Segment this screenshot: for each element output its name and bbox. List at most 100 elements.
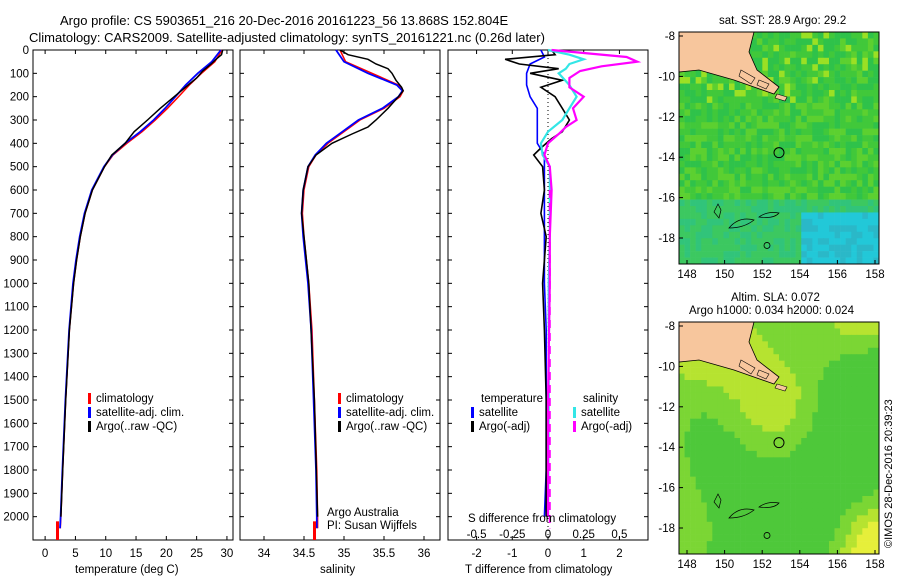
map-cell	[790, 135, 796, 142]
map-cell	[767, 148, 774, 155]
map-cell	[867, 399, 874, 407]
map-cell	[867, 199, 874, 207]
map-cell	[773, 44, 780, 52]
map-cell	[779, 102, 785, 110]
map-cell	[806, 328, 813, 336]
map-cell	[851, 418, 858, 426]
map-cell	[801, 489, 808, 497]
map-cell	[729, 425, 735, 432]
map-cell	[873, 502, 880, 510]
map-cell	[740, 257, 746, 265]
map-cell	[756, 354, 763, 361]
map-cell	[756, 251, 763, 258]
map-cell	[779, 32, 785, 39]
map-cell	[801, 444, 808, 452]
map-cell	[745, 418, 752, 426]
map-cell	[823, 328, 830, 336]
map-cell	[751, 44, 758, 52]
map-y-tick-label: -16	[658, 483, 675, 495]
map-cell	[790, 334, 796, 342]
map-cell	[773, 90, 780, 97]
map-cell	[851, 206, 858, 213]
map-cell	[801, 483, 808, 490]
map-cell	[867, 186, 874, 194]
map-cell	[762, 547, 769, 555]
map-cell	[690, 508, 696, 516]
depth-tick-label: 1500	[3, 395, 29, 407]
map-cell	[867, 496, 874, 503]
map-cell	[823, 431, 830, 439]
map-cell	[845, 199, 852, 207]
map-cell	[845, 102, 852, 110]
map-cell	[867, 206, 874, 213]
map-cell	[751, 334, 758, 342]
map-cell	[773, 225, 780, 233]
map-cell	[679, 534, 685, 542]
map-cell	[767, 508, 774, 516]
map-cell	[679, 541, 685, 548]
map-cell	[806, 367, 813, 374]
map-cell	[690, 251, 696, 258]
map-cell	[756, 193, 763, 200]
map-cell	[790, 405, 796, 413]
map-cell	[873, 457, 880, 465]
map-cell	[806, 122, 813, 129]
map-cell	[740, 476, 746, 484]
map-sla	[678, 321, 880, 555]
map-cell	[756, 135, 763, 142]
map-cell	[695, 457, 702, 465]
map-cell	[679, 244, 685, 252]
map-cell	[740, 251, 746, 258]
map-cell	[717, 463, 724, 471]
map-cell	[762, 225, 769, 233]
map-cell	[684, 173, 691, 181]
map-cell	[867, 360, 874, 368]
map-cell	[706, 425, 713, 432]
map-cell	[823, 483, 830, 490]
diff-temp-legend-label: Argo(-adj)	[479, 421, 530, 433]
map-cell	[812, 425, 819, 432]
map-cell	[795, 354, 802, 361]
map-cell	[801, 438, 808, 445]
map-cell	[756, 470, 763, 477]
map-y-tick-label: -12	[658, 112, 675, 124]
map-cell	[829, 528, 835, 535]
map-cell	[756, 154, 763, 162]
map-cell	[862, 128, 869, 136]
map-cell	[773, 96, 780, 104]
map-cell	[695, 528, 702, 535]
map-cell	[679, 431, 685, 439]
map-cell	[723, 541, 730, 548]
map-x-tick-label: 150	[715, 559, 734, 571]
map-cell	[812, 257, 819, 265]
map-cell	[862, 347, 869, 355]
map-cell	[806, 347, 813, 355]
map-cell	[806, 225, 813, 233]
map-cell	[801, 528, 808, 535]
map-cell	[795, 154, 802, 162]
map-cell	[690, 521, 696, 529]
map-cell	[740, 225, 746, 233]
map-cell	[851, 328, 858, 336]
map-cell	[701, 367, 708, 374]
map-cell	[840, 425, 846, 432]
map-cell	[856, 392, 863, 400]
map-cell	[856, 38, 863, 46]
map-cell	[806, 180, 813, 187]
map-cell	[767, 186, 774, 194]
map-cell	[695, 541, 702, 548]
map-cell	[779, 160, 785, 168]
map-cell	[851, 470, 858, 477]
map-cell	[817, 367, 824, 374]
map-cell	[873, 148, 880, 155]
map-cell	[856, 489, 863, 497]
map-cell	[695, 470, 702, 477]
map-cell	[845, 173, 852, 181]
map-cell	[845, 206, 852, 213]
map-cell	[745, 457, 752, 465]
map-cell	[845, 502, 852, 510]
map-cell	[706, 70, 713, 78]
map-cell	[779, 405, 785, 413]
map-cell	[690, 483, 696, 490]
map-cell	[745, 186, 752, 194]
